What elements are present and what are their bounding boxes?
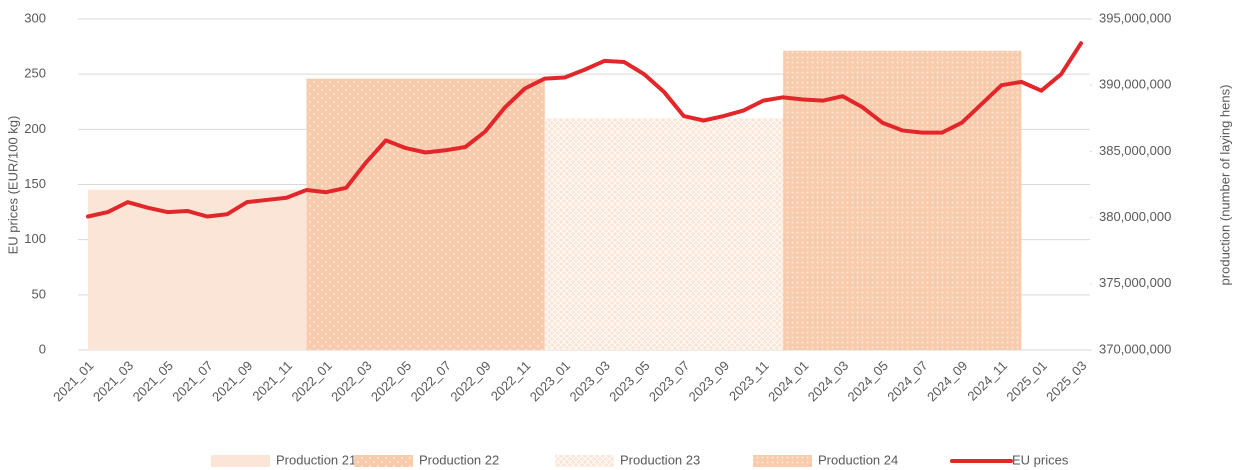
y-tick-label: 200 bbox=[24, 121, 46, 136]
y-axis-label: EU prices (EUR/100 kg) bbox=[5, 116, 20, 255]
x-tick-label: 2023_01 bbox=[527, 358, 573, 404]
x-tick-label: 2022_07 bbox=[408, 358, 454, 404]
y-tick-label: 100 bbox=[24, 231, 46, 246]
x-tick-label: 2024_07 bbox=[884, 358, 930, 404]
y-tick-label: 0 bbox=[39, 341, 46, 356]
y-tick-label: 150 bbox=[24, 176, 46, 191]
legend-label: Production 23 bbox=[620, 452, 700, 467]
x-tick-label: 2024_09 bbox=[924, 358, 970, 404]
x-tick-label: 2022_11 bbox=[488, 358, 534, 404]
y-tick-label: 250 bbox=[24, 66, 46, 81]
x-tick-label: 2022_03 bbox=[328, 358, 374, 404]
y2-tick-label: 395,000,000 bbox=[1099, 10, 1171, 25]
x-tick-label: 2021_05 bbox=[130, 358, 176, 404]
x-tick-label: 2021_01 bbox=[50, 358, 96, 404]
y2-tick-label: 375,000,000 bbox=[1099, 275, 1171, 290]
area bbox=[306, 78, 545, 350]
area bbox=[88, 189, 307, 350]
x-tick-label: 2024_11 bbox=[964, 358, 1010, 404]
x-tick-label: 2024_03 bbox=[805, 358, 851, 404]
y2-axis-label: production (number of laying hens) bbox=[1217, 85, 1232, 286]
x-tick-label: 2022_09 bbox=[447, 358, 493, 404]
legend-label: Production 22 bbox=[419, 452, 499, 467]
x-tick-label: 2021_03 bbox=[90, 358, 136, 404]
legend-swatch bbox=[354, 455, 413, 467]
area bbox=[783, 50, 1022, 350]
legend-label: EU prices bbox=[1012, 452, 1069, 467]
y2-tick-label: 390,000,000 bbox=[1099, 77, 1171, 92]
x-tick-label: 2023_05 bbox=[606, 358, 652, 404]
x-tick-label: 2022_05 bbox=[368, 358, 414, 404]
area bbox=[544, 118, 784, 350]
legend-swatch bbox=[753, 455, 812, 467]
x-tick-label: 2024_01 bbox=[765, 358, 811, 404]
legend-swatch bbox=[211, 455, 270, 467]
line bbox=[86, 41, 1083, 219]
y-tick-label: 50 bbox=[32, 286, 46, 301]
x-tick-label: 2021_11 bbox=[249, 358, 295, 404]
x-tick-label: 2025_03 bbox=[1043, 358, 1089, 404]
x-tick-label: 2025_01 bbox=[1003, 358, 1049, 404]
x-tick-label: 2021_09 bbox=[209, 358, 255, 404]
x-tick-label: 2023_03 bbox=[567, 358, 613, 404]
legend-label: Production 24 bbox=[818, 452, 898, 467]
x-tick-label: 2023_11 bbox=[726, 358, 772, 404]
y2-tick-label: 380,000,000 bbox=[1099, 209, 1171, 224]
x-tick-label: 2023_07 bbox=[646, 358, 692, 404]
x-tick-label: 2024_05 bbox=[845, 358, 891, 404]
legend-label: Production 21 bbox=[276, 452, 356, 467]
legend-swatch bbox=[555, 455, 614, 467]
y-tick-label: 300 bbox=[24, 10, 46, 25]
x-tick-label: 2021_07 bbox=[169, 358, 215, 404]
x-tick-label: 2023_09 bbox=[686, 358, 732, 404]
x-tick-label: 2022_01 bbox=[288, 358, 334, 404]
y2-tick-label: 370,000,000 bbox=[1099, 341, 1171, 356]
y2-tick-label: 385,000,000 bbox=[1099, 143, 1171, 158]
